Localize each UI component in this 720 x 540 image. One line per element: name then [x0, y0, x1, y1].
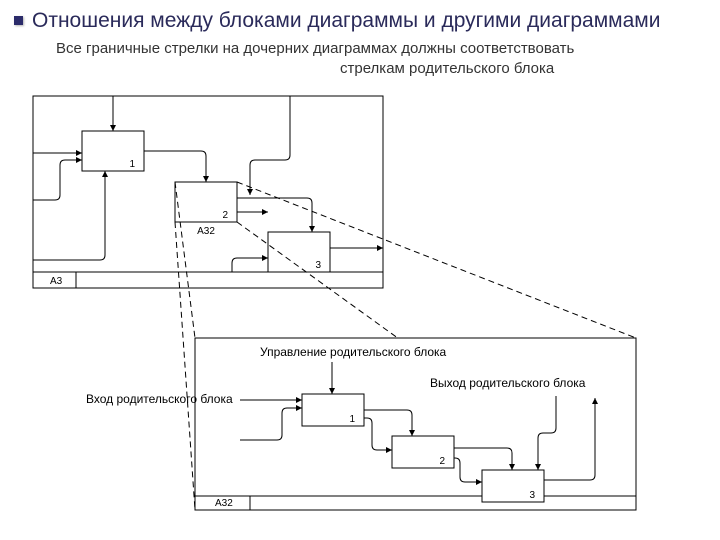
arrow: [250, 96, 290, 195]
block-label-c3: 3: [529, 490, 535, 501]
frame-footer-label: А32: [215, 498, 233, 509]
arrow: [33, 160, 82, 200]
arrow: [237, 198, 312, 232]
arrow: [33, 171, 105, 260]
block-label-p2: 2: [222, 210, 228, 221]
arrow: [144, 151, 206, 182]
annotation-1: Выход родительского блока: [430, 376, 586, 390]
diagram-svg: А3 1 2 А32 3 А32 Управление родительского блок…: [0, 0, 720, 540]
frame-footer-label: А3: [50, 276, 63, 287]
annotation-0: Управление родительского блока: [260, 345, 447, 359]
block-sublabel-p2: А32: [197, 226, 215, 237]
arrow: [232, 258, 268, 272]
block-label-p3: 3: [315, 260, 321, 271]
annotation-2: Вход родительского блока: [86, 392, 233, 406]
child-frame-bg: [195, 338, 636, 510]
block-label-p1: 1: [129, 159, 135, 170]
block-label-c1: 1: [349, 414, 355, 425]
dashed-link: [175, 222, 195, 510]
block-label-c2: 2: [439, 456, 445, 467]
